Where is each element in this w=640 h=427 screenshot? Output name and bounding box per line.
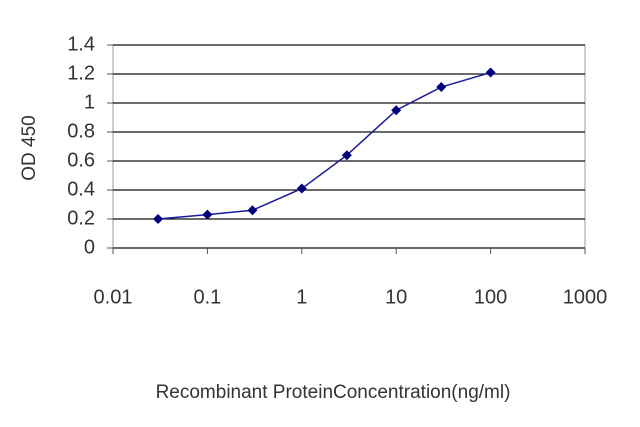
x-tick-label: 1000 xyxy=(563,286,608,308)
y-tick-label: 1.2 xyxy=(67,62,95,84)
y-tick-label: 1.4 xyxy=(67,33,95,55)
y-tick-label: 0.4 xyxy=(67,178,95,200)
x-tick-label: 0.01 xyxy=(94,286,133,308)
x-tick-label: 100 xyxy=(474,286,507,308)
data-point xyxy=(153,214,164,224)
y-tick-label: 0.6 xyxy=(67,149,95,171)
data-point xyxy=(436,82,447,93)
data-point xyxy=(485,67,496,78)
data-point xyxy=(296,183,307,194)
data-point xyxy=(391,105,402,116)
plot-area xyxy=(112,44,586,249)
y-tick-label: 0 xyxy=(84,236,95,258)
y-tick-label: 1 xyxy=(84,91,95,113)
x-tick-label: 10 xyxy=(385,286,407,308)
x-tick-label: 1 xyxy=(296,286,307,308)
data-point xyxy=(202,209,213,220)
data-line xyxy=(157,71,491,220)
y-tick-label: 0.2 xyxy=(67,207,95,229)
data-point xyxy=(247,205,258,216)
y-axis-title: OD 450 xyxy=(19,115,40,180)
y-tick-label: 0.8 xyxy=(67,120,95,142)
x-tick-label: 0.1 xyxy=(193,286,221,308)
data-point xyxy=(341,150,352,161)
x-axis-title: Recombinant ProteinConcentration(ng/ml) xyxy=(156,382,511,403)
